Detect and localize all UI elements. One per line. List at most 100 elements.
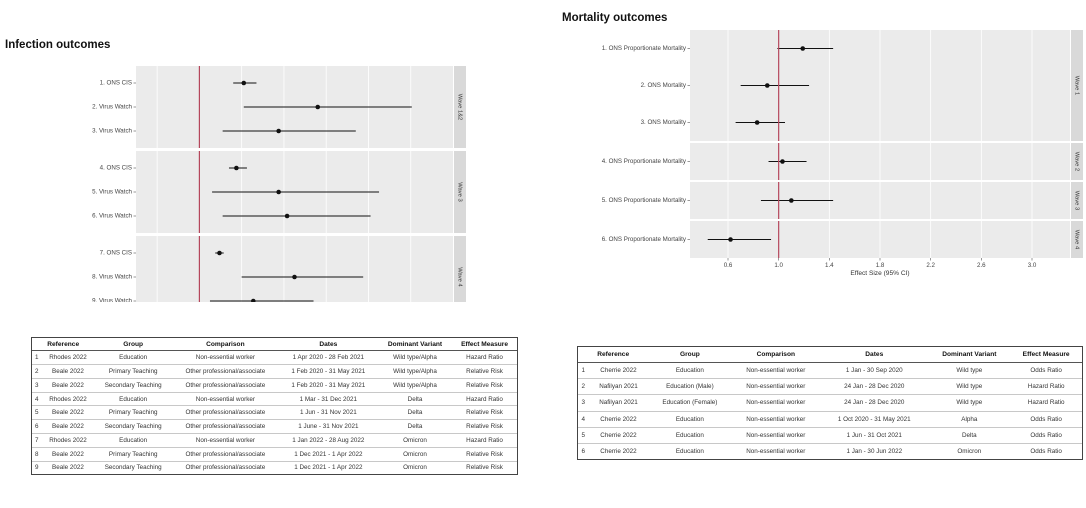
table-cell: Education bbox=[94, 350, 172, 366]
table-header-cell: Dominant Variant bbox=[928, 347, 1011, 363]
x-tick-label: 1.4 bbox=[825, 262, 834, 269]
table-header-cell: Effect Measure bbox=[452, 338, 517, 352]
table-cell: 4 bbox=[578, 411, 589, 428]
table-cell: Other professional/associate bbox=[172, 447, 279, 462]
infection-studies-table: Reference Group Comparison Dates Dominant Va… bbox=[31, 337, 518, 475]
table-cell: Alpha bbox=[928, 411, 1011, 428]
infection-forest-plot: Wave 1&2 1. ONS CIS 2. Virus Watch 3. Virus… bbox=[92, 66, 466, 302]
x-tick-label: 1.8 bbox=[876, 262, 885, 269]
table-cell: 24 Jan - 28 Dec 2020 bbox=[820, 378, 929, 396]
table-cell: 5 bbox=[578, 427, 589, 445]
table-cell: Relative Risk bbox=[452, 405, 517, 421]
table-cell: 1 June - 31 Nov 2021 bbox=[278, 419, 378, 434]
table-cell: Wild type/Alpha bbox=[377, 364, 453, 379]
panel-background bbox=[136, 236, 453, 302]
table-cell: Relative Risk bbox=[466, 464, 503, 472]
table-cell: 1 Jan - 30 Sep 2020 bbox=[820, 362, 929, 380]
study-label: 8. Virus Watch bbox=[92, 274, 132, 281]
study-label: 6. Virus Watch bbox=[92, 213, 132, 220]
table-cell: Hazard Ratio bbox=[1010, 394, 1082, 412]
effect-estimate-point bbox=[284, 213, 290, 219]
wave-strip bbox=[1071, 30, 1083, 141]
table-cell: Hazard Ratio bbox=[452, 350, 517, 366]
table-cell: Education bbox=[648, 411, 732, 428]
table-cell: Wild type bbox=[928, 362, 1011, 380]
table-cell: 1 bbox=[578, 362, 589, 380]
table-cell: Relative Risk bbox=[452, 447, 517, 462]
table-cell: Cherrie 2022 bbox=[588, 427, 649, 445]
table-cell: Delta bbox=[377, 392, 453, 407]
x-tick-label: 2.6 bbox=[977, 262, 986, 269]
table-row: 3 Nafilyan 2021 Education (Female) Non-esse… bbox=[578, 394, 1082, 412]
table-cell: 8 bbox=[32, 447, 42, 462]
table-cell: Omicron bbox=[377, 433, 453, 448]
study-label: 7. ONS CIS bbox=[100, 250, 132, 257]
table-cell: 1 Jan 2022 - 28 Aug 2022 bbox=[278, 433, 378, 448]
table-cell: Nafilyan 2021 bbox=[588, 394, 649, 412]
table-cell: Other professional/associate bbox=[172, 405, 279, 421]
table-cell: Education bbox=[94, 392, 172, 407]
effect-estimate-point bbox=[234, 165, 239, 171]
table-row: 2 Nafilyan 2021 Education (Male) Non-essent… bbox=[578, 378, 1082, 396]
table-cell: 1 Apr 2020 - 28 Feb 2021 bbox=[278, 350, 378, 366]
effect-estimate-point bbox=[276, 128, 281, 134]
table-header-cell: Group bbox=[94, 338, 172, 352]
table-cell: Secondary Teaching bbox=[94, 378, 172, 393]
effect-estimate-point bbox=[250, 298, 256, 302]
table-cell: 1 Feb 2020 - 31 May 2021 bbox=[278, 378, 378, 393]
table-header-cell: Effect Measure bbox=[1010, 347, 1082, 363]
table-cell: Wild type bbox=[928, 394, 1011, 412]
table-cell: Education bbox=[648, 362, 732, 380]
table-cell: Odds Ratio bbox=[1010, 427, 1082, 445]
study-label: 2. ONS Mortality bbox=[641, 82, 687, 89]
table-cell: Odds Ratio bbox=[1010, 362, 1082, 380]
table-row: 4 Rhodes 2022 Education Non-essential worke… bbox=[32, 392, 517, 407]
table-cell: 1 Feb 2020 - 31 May 2021 bbox=[278, 364, 378, 379]
table-cell: Education bbox=[94, 433, 172, 448]
wave-label: Wave 2 bbox=[1073, 152, 1079, 171]
table-cell: Relative Risk bbox=[452, 419, 517, 434]
table-cell: 1 bbox=[32, 350, 42, 366]
table-cell: Primary Teaching bbox=[94, 447, 172, 462]
table-cell: Relative Risk bbox=[452, 378, 517, 393]
table-cell: Cherrie 2022 bbox=[600, 448, 637, 456]
table-cell: Rhodes 2022 bbox=[41, 392, 95, 407]
table-header-cell: Comparison bbox=[172, 338, 279, 352]
table-cell: 5 bbox=[32, 405, 42, 421]
study-label: 4. ONS Proportionate Mortality bbox=[602, 158, 687, 165]
table-cell: Beale 2022 bbox=[52, 464, 84, 472]
table-cell: Odds Ratio bbox=[1010, 411, 1082, 428]
table-cell: 1 Mar - 31 Dec 2021 bbox=[278, 392, 378, 407]
table-cell: Non-essential worker bbox=[731, 378, 821, 396]
table-header-cell: Group bbox=[648, 347, 732, 363]
study-label: 1. ONS CIS bbox=[100, 80, 132, 87]
table-row: 3 Beale 2022 Secondary Teaching Other profe… bbox=[32, 378, 517, 393]
table-cell: Cherrie 2022 bbox=[588, 362, 649, 380]
table-cell: 6 bbox=[581, 448, 586, 456]
table-row: 8 Beale 2022 Primary Teaching Other profess… bbox=[32, 447, 517, 462]
wave-label: Wave 4 bbox=[456, 267, 462, 287]
table-cell: Beale 2022 bbox=[41, 405, 95, 421]
table-row: 5 Cherrie 2022 Education Non-essential work… bbox=[578, 427, 1082, 445]
table-cell: Omicron bbox=[957, 448, 982, 456]
effect-estimate-point bbox=[754, 120, 760, 125]
table-cell: 3 bbox=[578, 394, 589, 412]
table-cell: Beale 2022 bbox=[41, 419, 95, 434]
wave-strip bbox=[1071, 182, 1083, 219]
table-cell: Secondary Teaching bbox=[94, 419, 172, 434]
table-row: 5 Beale 2022 Primary Teaching Other profess… bbox=[32, 405, 517, 421]
table-cell: 6 bbox=[32, 419, 42, 434]
table-cell: Non-essential worker bbox=[172, 433, 279, 448]
table-cell: Beale 2022 bbox=[41, 378, 95, 393]
table-cell: Rhodes 2022 bbox=[41, 350, 95, 366]
table-header-cell: Dates bbox=[820, 347, 929, 363]
table-cell: Primary Teaching bbox=[94, 405, 172, 421]
table-cell: 4 bbox=[32, 392, 42, 407]
effect-estimate-point bbox=[315, 104, 321, 110]
table-cell: Other professional/associate bbox=[185, 464, 266, 472]
table-cell: Odds Ratio bbox=[1030, 448, 1062, 456]
table-cell: Hazard Ratio bbox=[1010, 378, 1082, 396]
table-cell: 1 Jun - 31 Oct 2021 bbox=[820, 427, 929, 445]
effect-estimate-point bbox=[241, 80, 247, 86]
wave-label: Wave 1&2 bbox=[456, 94, 462, 121]
